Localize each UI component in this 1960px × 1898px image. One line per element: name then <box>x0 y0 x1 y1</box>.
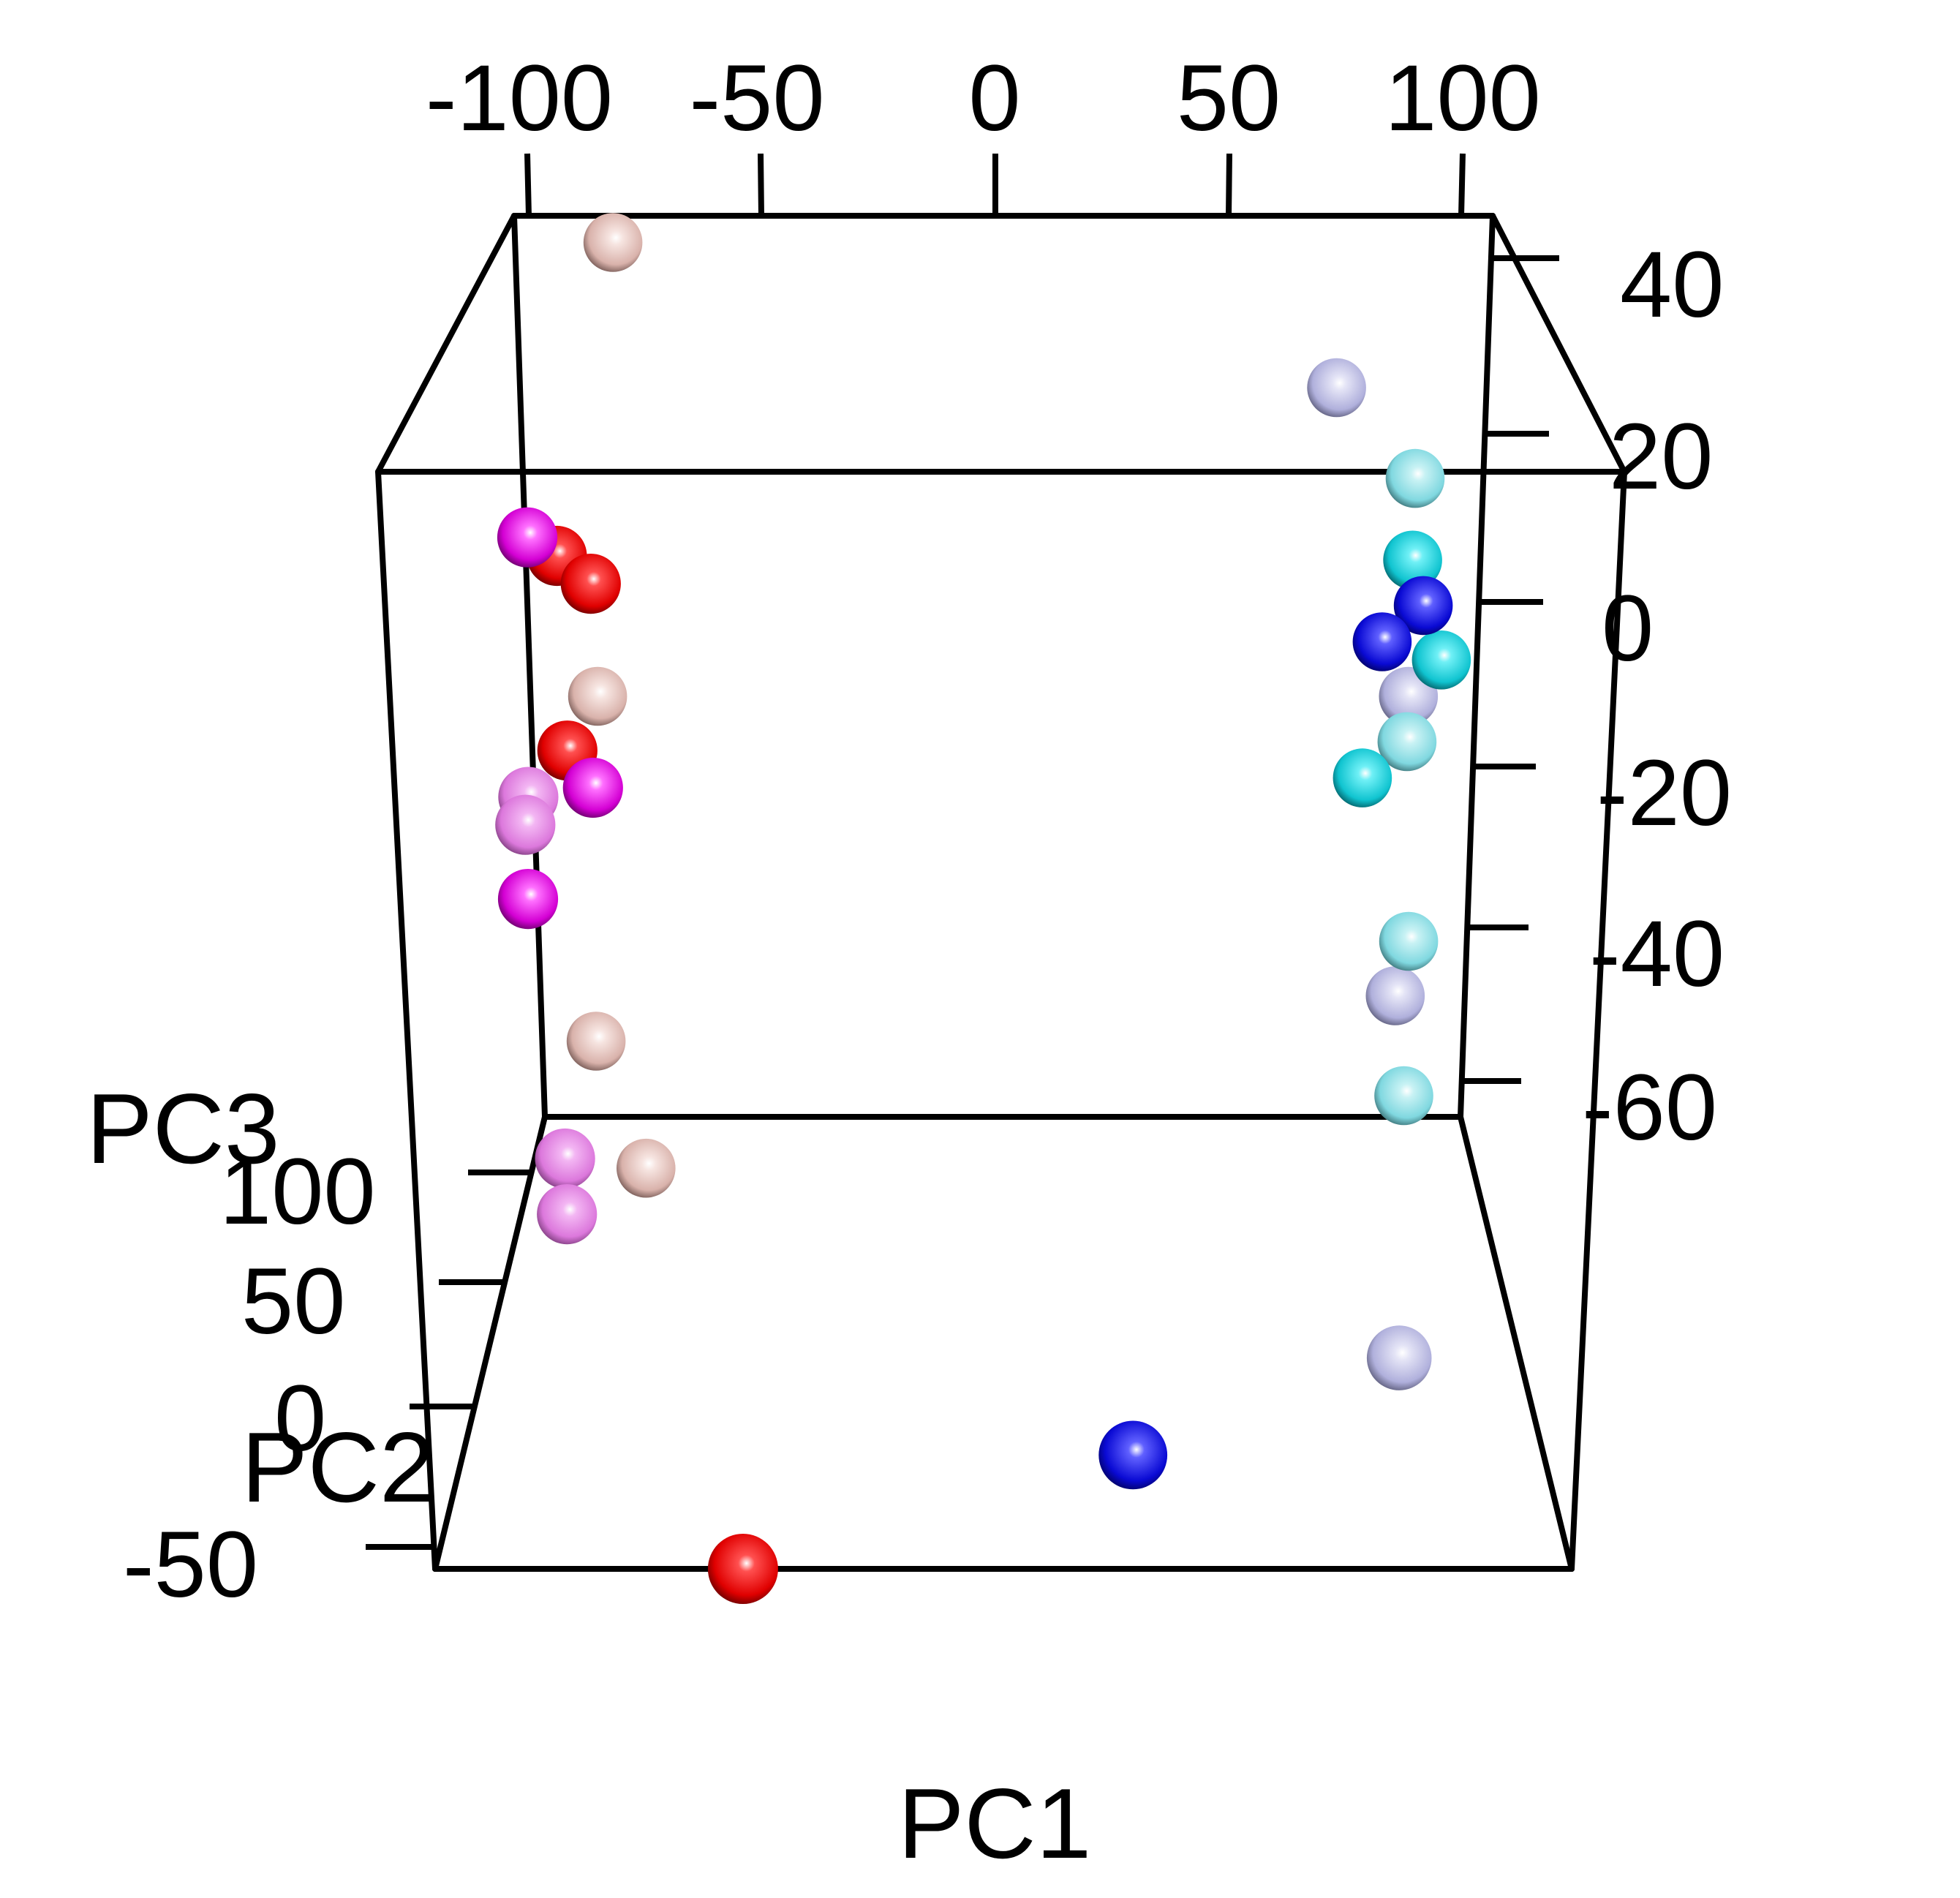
data-point-lavender <box>1366 1325 1432 1390</box>
pc2-tick-label: -50 <box>123 1513 258 1617</box>
data-point-red <box>707 1534 778 1604</box>
data-point-paleturquoise <box>1385 448 1445 508</box>
data-point-blue <box>1352 612 1412 671</box>
pc3-tick-label: -20 <box>1597 741 1732 846</box>
data-point-rosybrown <box>617 1138 676 1198</box>
box-edge-bottom-right <box>1458 1114 1575 1572</box>
data-point-cyan <box>1333 748 1392 807</box>
pc2-tick-label: 50 <box>241 1249 345 1354</box>
data-point-violet <box>537 1184 598 1245</box>
pc1-axis-title: PC1 <box>898 1768 1092 1879</box>
pc1-tick-label: -50 <box>690 46 825 151</box>
data-point-violet <box>535 1128 595 1189</box>
data-point-red <box>560 554 621 614</box>
pc1-tick-mark <box>1458 153 1466 216</box>
data-point-paleturquoise <box>1374 1066 1433 1126</box>
pc3-axis-title: PC3 <box>86 1073 280 1184</box>
pc2-axis-title: PC2 <box>241 1412 435 1523</box>
data-point-violet <box>495 794 556 855</box>
pc3-tick-label: 40 <box>1620 233 1724 337</box>
pc1-tick-label: 100 <box>1384 46 1541 151</box>
box-edge-back-left <box>511 213 548 1120</box>
pc3-tick-label: -60 <box>1582 1055 1717 1160</box>
box-edge-top-left <box>375 213 517 475</box>
data-point-cyan <box>1383 530 1442 590</box>
data-point-cyan <box>1411 630 1471 690</box>
data-point-blue <box>1098 1420 1168 1490</box>
data-point-paleturquoise <box>1377 712 1437 772</box>
box-edge-front-right <box>1569 469 1627 1572</box>
pc3-tick-label: 0 <box>1602 576 1654 681</box>
data-point-lavender <box>1307 358 1366 418</box>
pc3-tick-label: -40 <box>1589 902 1725 1006</box>
data-point-magenta <box>562 757 623 818</box>
pc2-tick-label: 0 <box>274 1366 326 1471</box>
data-point-rosybrown <box>566 1012 626 1071</box>
data-point-magenta <box>497 869 559 930</box>
pc1-tick-label: 0 <box>968 46 1020 151</box>
pc1-tick-mark <box>524 153 532 216</box>
pc2-tick-label: 100 <box>219 1140 376 1244</box>
pc3-tick-label: 20 <box>1609 404 1713 509</box>
box-edge-front-left <box>375 469 438 1572</box>
pc2-axis: 100 50 0 -50 <box>123 1140 530 1617</box>
data-point-rosybrown <box>568 666 627 726</box>
box-edge-bottom-left <box>432 1114 548 1572</box>
pc1-axis: -100 -50 0 50 100 <box>426 46 1541 216</box>
pc1-tick-label: -100 <box>426 46 613 151</box>
bounding-box <box>375 213 1627 1572</box>
data-point-magenta <box>497 507 558 568</box>
data-points <box>495 213 1471 1604</box>
pc1-tick-label: 50 <box>1177 46 1281 151</box>
pc3-axis: 40 20 0 -20 -40 -60 <box>1461 233 1732 1160</box>
data-point-paleturquoise <box>1379 911 1439 971</box>
data-point-rosybrown <box>583 213 643 272</box>
data-point-blue <box>1393 576 1453 636</box>
data-point-lavender <box>1365 966 1425 1025</box>
box-edge-back-right <box>1458 213 1496 1120</box>
